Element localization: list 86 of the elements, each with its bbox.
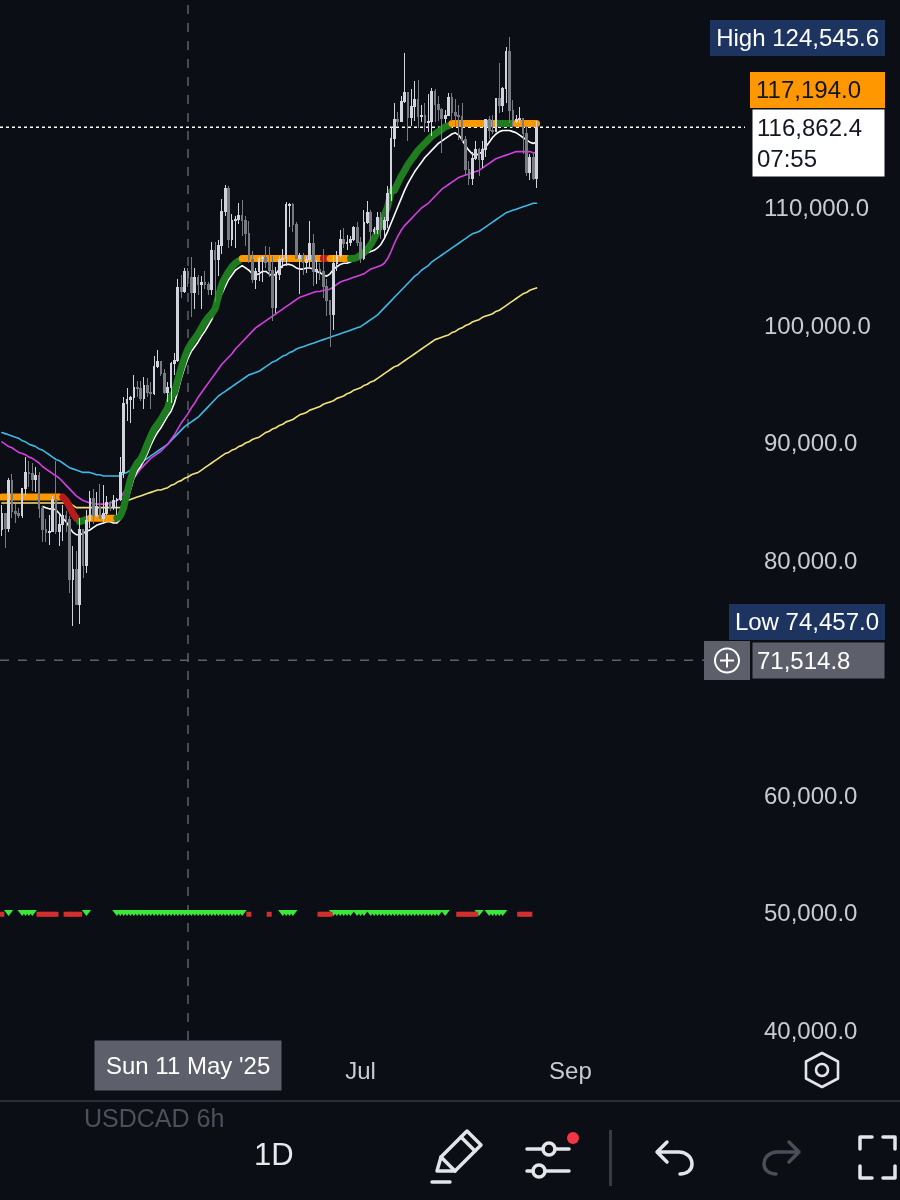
candlestick <box>508 36 511 124</box>
candlestick <box>54 460 58 535</box>
candlestick <box>10 473 14 519</box>
candlestick <box>284 201 288 267</box>
candlestick <box>81 528 85 579</box>
candlestick <box>71 545 75 627</box>
candlestick <box>68 515 71 594</box>
candlestick <box>3 513 7 549</box>
candlestick <box>179 274 183 299</box>
y-tick-label: 90,000.0 <box>764 429 858 457</box>
candlestick <box>379 211 383 240</box>
candlestick <box>193 267 197 310</box>
candlestick <box>531 151 535 181</box>
candlestick <box>227 185 230 249</box>
candlestick <box>108 500 112 512</box>
candlestick <box>61 504 65 542</box>
candlestick <box>406 91 410 142</box>
candlestick <box>135 380 139 398</box>
candlestick <box>494 98 498 133</box>
candlestick <box>190 256 193 318</box>
line-series <box>1 150 538 505</box>
candlestick <box>30 462 34 492</box>
y-tick-label: 60,000.0 <box>764 781 858 809</box>
candlestick <box>345 234 349 251</box>
x-tick-label: Sep <box>549 1057 592 1084</box>
candlestick <box>17 507 21 519</box>
candlestick <box>376 211 379 235</box>
candlestick <box>498 62 501 114</box>
candlestick <box>74 550 78 606</box>
text: USDCAD 6h <box>84 1103 225 1133</box>
candlestick <box>78 517 81 625</box>
y-tick-label: 40,000.0 <box>764 1017 858 1044</box>
y-tick-label: 110,000.0 <box>764 194 869 222</box>
candlestick <box>34 466 38 493</box>
y-tick-label: 50,000.0 <box>764 899 858 927</box>
candlestick <box>112 494 115 511</box>
candlestick <box>423 102 427 133</box>
ref-line-label: 71,514.8 <box>757 647 851 674</box>
candlestick <box>518 106 521 124</box>
candlestick <box>477 147 481 177</box>
candlestick <box>200 275 203 310</box>
candlestick <box>433 88 437 123</box>
ref-line-label: 116,862.4 07:55 <box>757 114 862 173</box>
candlestick <box>301 252 305 276</box>
candlestick <box>487 115 491 140</box>
candlestick <box>413 80 417 122</box>
candlestick <box>298 252 301 295</box>
candlestick <box>196 274 200 296</box>
text: 117,194.0 <box>750 72 885 108</box>
candlestick <box>139 380 142 402</box>
y-tick-label: 100,000.0 <box>764 311 871 339</box>
line-series <box>1 202 538 477</box>
candlestick <box>27 460 31 488</box>
candlestick <box>352 225 356 242</box>
candlestick <box>528 153 532 181</box>
candlestick <box>315 259 318 285</box>
candlestick <box>102 484 105 525</box>
ref-line-label: Sun 11 May '25 <box>106 1052 271 1079</box>
candlestick <box>369 209 373 242</box>
candlestick <box>95 491 98 518</box>
candlestick <box>0 504 4 537</box>
candlestick <box>430 87 433 137</box>
x-tick-label: Jul <box>345 1057 376 1084</box>
candlestick <box>98 483 102 519</box>
y-tick-label: 80,000.0 <box>764 546 858 574</box>
candlestick <box>91 488 95 525</box>
candlestick <box>416 79 420 129</box>
annotation: High 124,545.6 <box>710 20 885 56</box>
candlestick <box>491 114 494 135</box>
candlestick <box>149 381 153 410</box>
annotation: Low 74,457.0 <box>728 604 885 640</box>
candlestick <box>342 227 345 249</box>
candlestick <box>142 376 146 410</box>
candlestick <box>535 120 538 189</box>
candlestick <box>396 111 400 128</box>
candlestick <box>7 477 10 533</box>
candlestick <box>261 255 264 283</box>
candlestick <box>213 241 217 303</box>
candlestick <box>210 241 213 296</box>
candlestick <box>311 233 315 287</box>
line-series <box>1 287 538 509</box>
candlestick <box>420 104 423 123</box>
candlestick <box>183 267 186 294</box>
candlestick <box>230 213 234 247</box>
candlestick <box>332 254 335 331</box>
text: 1D <box>254 1136 294 1174</box>
